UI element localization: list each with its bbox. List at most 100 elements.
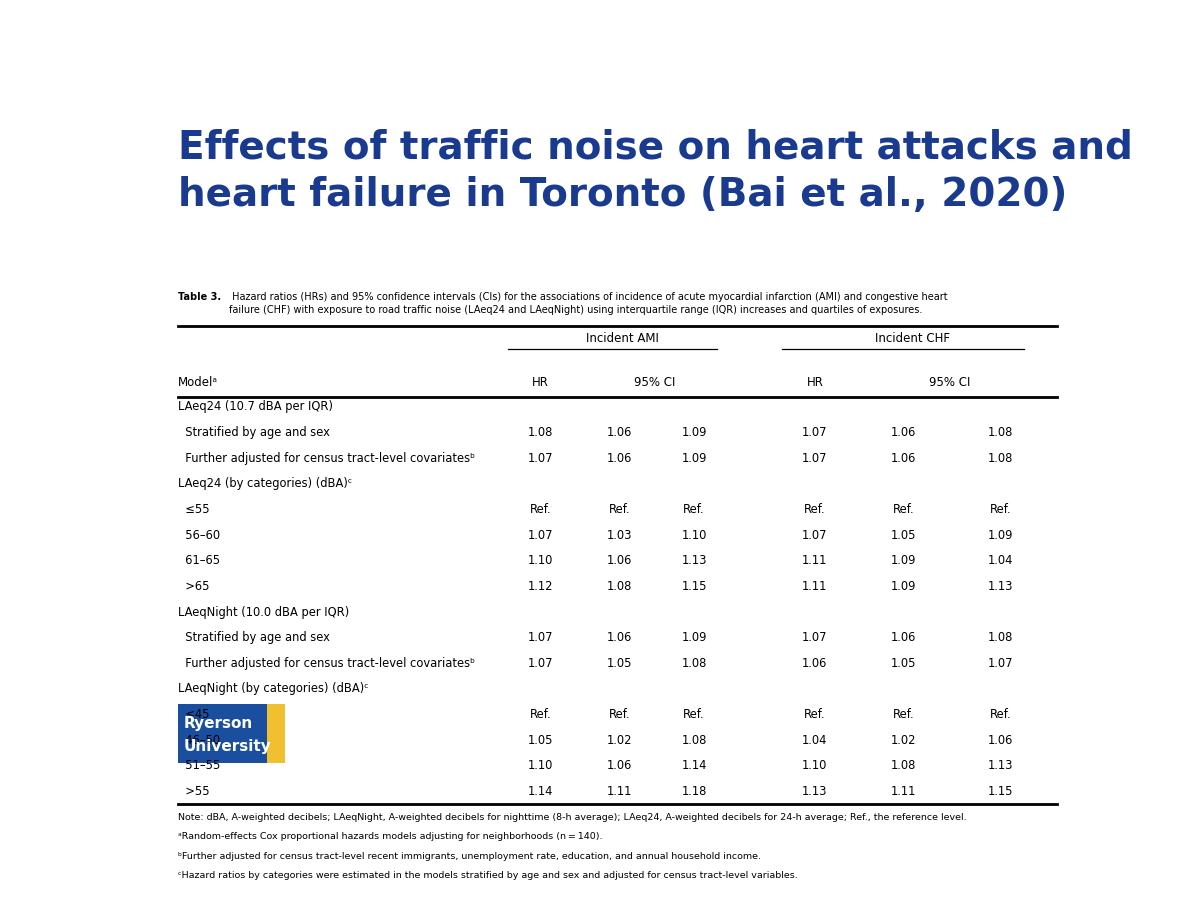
Text: 1.09: 1.09 [989, 528, 1014, 542]
Text: 1.07: 1.07 [802, 528, 828, 542]
Text: 1.13: 1.13 [802, 785, 828, 798]
Text: 1.08: 1.08 [682, 734, 707, 747]
Text: Incident AMI: Incident AMI [586, 332, 659, 345]
Text: 1.06: 1.06 [607, 554, 632, 567]
Text: 1.08: 1.08 [989, 426, 1014, 439]
Text: 1.15: 1.15 [682, 580, 707, 593]
Text: >55: >55 [178, 785, 210, 798]
Text: 1.10: 1.10 [682, 528, 707, 542]
Text: ᵇFurther adjusted for census tract-level recent immigrants, unemployment rate, e: ᵇFurther adjusted for census tract-level… [178, 851, 761, 860]
Text: 1.07: 1.07 [528, 452, 553, 464]
Text: 1.06: 1.06 [607, 631, 632, 644]
Text: 1.08: 1.08 [989, 452, 1014, 464]
Text: 1.09: 1.09 [890, 554, 916, 567]
Text: Further adjusted for census tract-level covariatesᵇ: Further adjusted for census tract-level … [178, 452, 475, 464]
Text: Further adjusted for census tract-level covariatesᵇ: Further adjusted for census tract-level … [178, 657, 475, 670]
Text: 1.10: 1.10 [528, 760, 553, 772]
Text: 1.07: 1.07 [528, 631, 553, 644]
Text: Ref.: Ref. [608, 503, 630, 516]
Text: ᵃRandom-effects Cox proportional hazards models adjusting for neighborhoods (n =: ᵃRandom-effects Cox proportional hazards… [178, 832, 602, 842]
Text: 1.04: 1.04 [989, 554, 1014, 567]
Text: Ref.: Ref. [804, 708, 826, 721]
Text: 1.11: 1.11 [890, 785, 916, 798]
Text: 46–50: 46–50 [178, 734, 220, 747]
Text: Ref.: Ref. [893, 503, 914, 516]
Text: 1.02: 1.02 [607, 734, 632, 747]
Text: 1.07: 1.07 [802, 426, 828, 439]
Text: 1.07: 1.07 [528, 657, 553, 670]
Text: 1.15: 1.15 [989, 785, 1014, 798]
Text: 1.18: 1.18 [682, 785, 707, 798]
Text: 1.09: 1.09 [682, 426, 707, 439]
Text: 1.05: 1.05 [528, 734, 553, 747]
Text: Hazard ratios (HRs) and 95% confidence intervals (CIs) for the associations of i: Hazard ratios (HRs) and 95% confidence i… [229, 292, 948, 315]
Text: 1.11: 1.11 [607, 785, 632, 798]
Text: 1.06: 1.06 [890, 631, 916, 644]
Text: LAeq24 (10.7 dBA per IQR): LAeq24 (10.7 dBA per IQR) [178, 400, 332, 413]
Text: 1.13: 1.13 [989, 580, 1014, 593]
Text: 51–55: 51–55 [178, 760, 221, 772]
FancyBboxPatch shape [178, 704, 266, 763]
Text: LAeqNight (by categories) (dBA)ᶜ: LAeqNight (by categories) (dBA)ᶜ [178, 682, 368, 696]
Text: 1.11: 1.11 [803, 580, 828, 593]
Text: 1.11: 1.11 [803, 554, 828, 567]
Text: >65: >65 [178, 580, 210, 593]
Text: 56–60: 56–60 [178, 528, 220, 542]
Text: 1.02: 1.02 [890, 734, 916, 747]
Text: Modelᵃ: Modelᵃ [178, 376, 218, 389]
Text: 1.04: 1.04 [803, 734, 828, 747]
Text: ≤55: ≤55 [178, 503, 210, 516]
Text: HR: HR [806, 376, 823, 389]
Text: 1.07: 1.07 [802, 631, 828, 644]
Text: 1.12: 1.12 [528, 580, 553, 593]
Text: 1.08: 1.08 [890, 760, 916, 772]
Text: 1.10: 1.10 [528, 554, 553, 567]
Text: Ref.: Ref. [990, 503, 1012, 516]
Text: University: University [184, 740, 271, 754]
Text: 1.09: 1.09 [682, 631, 707, 644]
Text: LAeq24 (by categories) (dBA)ᶜ: LAeq24 (by categories) (dBA)ᶜ [178, 477, 352, 490]
Text: 1.07: 1.07 [528, 528, 553, 542]
Text: 1.07: 1.07 [989, 657, 1014, 670]
Text: Ref.: Ref. [529, 503, 552, 516]
Text: 1.08: 1.08 [607, 580, 632, 593]
Text: HR: HR [532, 376, 550, 389]
Text: 1.05: 1.05 [607, 657, 632, 670]
Text: 1.10: 1.10 [803, 760, 828, 772]
Text: 1.07: 1.07 [802, 452, 828, 464]
Text: Stratified by age and sex: Stratified by age and sex [178, 631, 330, 644]
Text: ᶜHazard ratios by categories were estimated in the models stratified by age and : ᶜHazard ratios by categories were estima… [178, 871, 798, 880]
Text: 1.06: 1.06 [607, 760, 632, 772]
Text: 1.05: 1.05 [890, 657, 916, 670]
Text: 95% CI: 95% CI [634, 376, 676, 389]
Text: Effects of traffic noise on heart attacks and
heart failure in Toronto (Bai et a: Effects of traffic noise on heart attack… [178, 129, 1133, 214]
Text: 61–65: 61–65 [178, 554, 220, 567]
Text: ≤45: ≤45 [178, 708, 210, 721]
Text: 95% CI: 95% CI [929, 376, 971, 389]
Text: Note: dBA, A-weighted decibels; LAeqNight, A-weighted decibels for nighttime (8-: Note: dBA, A-weighted decibels; LAeqNigh… [178, 813, 966, 822]
FancyBboxPatch shape [266, 704, 284, 763]
Text: Ref.: Ref. [804, 503, 826, 516]
Text: 1.03: 1.03 [607, 528, 632, 542]
Text: 1.09: 1.09 [682, 452, 707, 464]
Text: 1.06: 1.06 [803, 657, 828, 670]
Text: 1.08: 1.08 [528, 426, 553, 439]
Text: 1.06: 1.06 [607, 452, 632, 464]
Text: 1.13: 1.13 [989, 760, 1014, 772]
Text: 1.06: 1.06 [989, 734, 1014, 747]
Text: 1.05: 1.05 [890, 528, 916, 542]
Text: Ref.: Ref. [608, 708, 630, 721]
Text: 1.08: 1.08 [989, 631, 1014, 644]
Text: Ref.: Ref. [683, 503, 704, 516]
Text: Table 3.: Table 3. [178, 292, 221, 302]
Text: 1.14: 1.14 [682, 760, 707, 772]
Text: Ref.: Ref. [990, 708, 1012, 721]
Text: 1.14: 1.14 [528, 785, 553, 798]
Text: 1.09: 1.09 [890, 580, 916, 593]
Text: 1.06: 1.06 [890, 452, 916, 464]
Text: Ref.: Ref. [683, 708, 704, 721]
Text: Ref.: Ref. [529, 708, 552, 721]
Text: Ryerson: Ryerson [184, 716, 253, 731]
Text: Ref.: Ref. [893, 708, 914, 721]
Text: LAeqNight (10.0 dBA per IQR): LAeqNight (10.0 dBA per IQR) [178, 606, 349, 618]
